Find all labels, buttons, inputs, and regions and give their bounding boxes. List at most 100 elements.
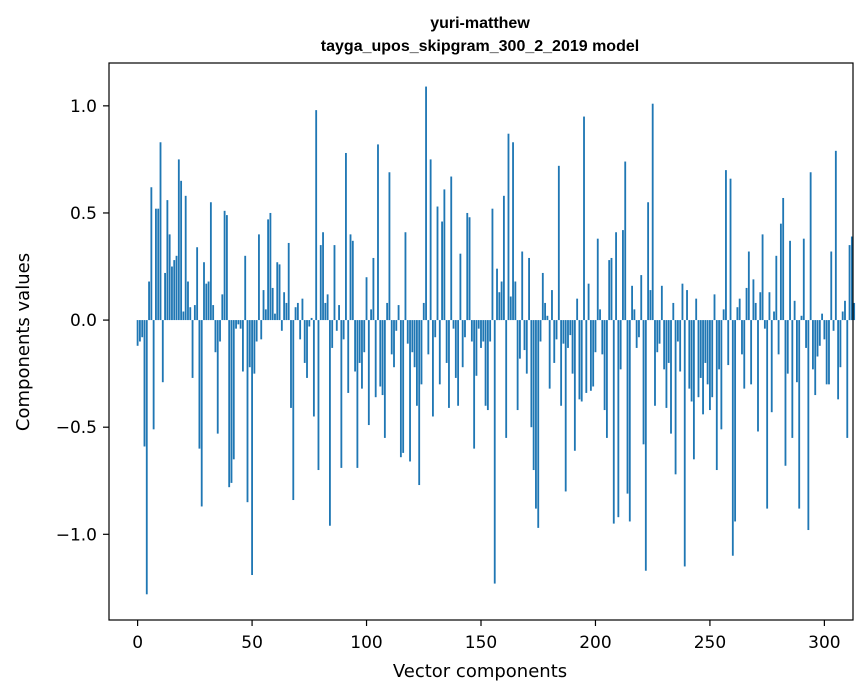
bar xyxy=(557,165,560,321)
bar xyxy=(141,320,144,338)
bar xyxy=(738,298,741,321)
bar xyxy=(725,170,727,321)
x-tick-label: 100 xyxy=(350,633,382,653)
bar xyxy=(464,320,466,338)
bar xyxy=(225,215,228,321)
bar xyxy=(228,320,231,488)
bar xyxy=(203,262,205,321)
bar xyxy=(450,176,453,321)
x-tick-label: 200 xyxy=(579,633,611,653)
bar xyxy=(409,320,411,462)
bar xyxy=(459,253,462,321)
bar xyxy=(830,251,833,321)
bar xyxy=(319,245,322,321)
bar xyxy=(791,320,794,438)
bar xyxy=(374,320,377,398)
bar xyxy=(349,234,352,321)
bar xyxy=(567,320,569,348)
bar xyxy=(793,300,796,321)
bar xyxy=(489,320,492,342)
bar xyxy=(551,290,553,321)
bar xyxy=(828,320,830,385)
bar xyxy=(768,292,771,321)
bar xyxy=(631,285,633,321)
bar xyxy=(404,232,407,321)
bar xyxy=(569,320,572,336)
x-tick-label: 0 xyxy=(132,633,143,653)
bar xyxy=(532,320,535,471)
bar xyxy=(209,202,212,321)
bar xyxy=(624,161,627,321)
bar xyxy=(809,172,812,321)
bar xyxy=(580,320,583,402)
bar xyxy=(660,285,663,321)
bar xyxy=(413,320,416,368)
x-tick-label: 50 xyxy=(241,633,263,653)
bar xyxy=(509,296,512,321)
y-axis-ticks: −1.0 −0.5 0.0 0.5 1.0 xyxy=(56,97,109,545)
bar xyxy=(528,257,530,321)
bar xyxy=(205,283,208,321)
bar xyxy=(370,309,373,321)
bar xyxy=(770,320,773,413)
bar xyxy=(667,320,670,363)
bar xyxy=(173,260,176,321)
bar xyxy=(232,320,235,460)
bar xyxy=(850,236,853,321)
bar xyxy=(779,223,782,321)
bar xyxy=(367,320,370,426)
bar xyxy=(454,320,457,378)
bar xyxy=(148,281,150,321)
x-tick-label: 300 xyxy=(808,633,840,653)
bar xyxy=(365,277,368,321)
bar xyxy=(805,320,807,348)
bar xyxy=(161,320,164,383)
bar xyxy=(452,320,455,329)
bar xyxy=(525,320,528,374)
bar xyxy=(514,281,517,321)
bar xyxy=(329,320,331,526)
bar xyxy=(159,142,162,321)
bar xyxy=(583,116,585,321)
x-axis-ticks: 0 50 100 150 200 250 300 xyxy=(132,620,841,653)
bar xyxy=(802,238,805,321)
bar xyxy=(825,320,828,385)
bar xyxy=(480,320,482,348)
bar xyxy=(262,290,265,321)
bar xyxy=(200,320,203,507)
bar xyxy=(507,133,510,321)
bar xyxy=(196,247,199,321)
bar xyxy=(692,320,695,460)
bar xyxy=(654,320,656,406)
bar xyxy=(763,320,766,329)
bar xyxy=(212,305,215,321)
bar xyxy=(676,320,679,342)
bar xyxy=(219,320,221,342)
bar xyxy=(837,320,840,400)
bar xyxy=(242,320,244,372)
bar xyxy=(777,320,780,355)
bar xyxy=(718,320,720,370)
bar xyxy=(727,320,730,366)
bar xyxy=(461,320,464,368)
bar xyxy=(697,320,700,398)
bar xyxy=(702,320,704,415)
bar xyxy=(521,251,524,321)
y-tick-label: 0.5 xyxy=(70,204,97,224)
bar xyxy=(441,221,443,321)
bar xyxy=(519,320,521,359)
bar xyxy=(255,320,258,342)
bar xyxy=(306,320,308,378)
bar xyxy=(138,320,141,342)
bar xyxy=(734,320,737,522)
bar xyxy=(633,309,636,321)
bar xyxy=(216,320,219,434)
bar xyxy=(322,232,324,321)
bar xyxy=(555,320,558,340)
bar xyxy=(594,320,597,353)
bar xyxy=(436,206,439,321)
bar xyxy=(315,110,318,321)
bar xyxy=(184,195,187,321)
bar xyxy=(663,320,666,370)
